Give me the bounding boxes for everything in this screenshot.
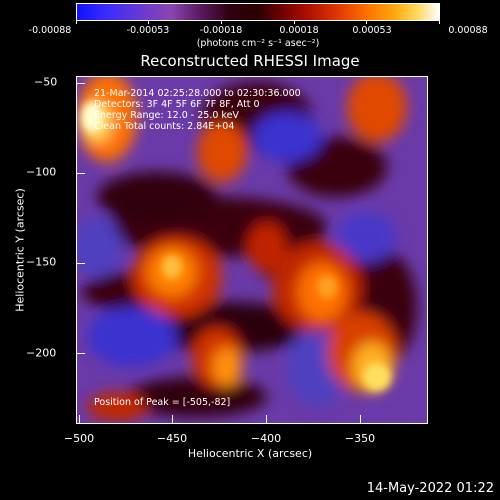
y-tick <box>77 263 85 264</box>
x-tick-label: −400 <box>250 432 282 445</box>
colorbar-tick <box>148 20 149 24</box>
heatmap-image <box>77 77 427 423</box>
info-peak-position: Position of Peak = [-505,-82] <box>94 397 231 408</box>
plot-title: Reconstructed RHESSI Image <box>140 52 360 70</box>
colorbar-tick <box>76 20 77 24</box>
x-tick <box>360 415 361 423</box>
colorbar-tick <box>221 20 222 24</box>
colorbar-tick <box>439 20 440 24</box>
info-time-range: 21-Mar-2014 02:25:28.000 to 02:30:36.000 <box>94 88 301 99</box>
y-tick-label: −200 <box>26 346 57 360</box>
x-tick <box>79 415 80 423</box>
colorbar-units: (photons cm⁻² s⁻¹ asec⁻²) <box>196 38 320 49</box>
y-tick-label: −50 <box>34 75 58 89</box>
colorbar-tick-label: -0.00018 <box>199 25 243 36</box>
colorbar-tick <box>294 20 295 24</box>
colorbar-tick <box>366 20 367 24</box>
colorbar-tick-label: 0.00088 <box>448 25 488 36</box>
colorbar-tick-label: 0.00053 <box>352 25 392 36</box>
heatmap-plot <box>76 76 428 424</box>
x-tick-label: −450 <box>156 432 188 445</box>
x-tick-label: −500 <box>63 432 95 445</box>
y-tick-label: −100 <box>26 165 57 179</box>
info-method: Clean Total counts: 2.84E+04 <box>94 121 235 132</box>
colorbar-tick-label: 0.00018 <box>279 25 319 36</box>
x-axis-title: Heliocentric X (arcsec) <box>187 447 313 460</box>
colorbar-tick-label: -0.00088 <box>28 25 72 36</box>
y-axis-title: Heliocentric Y (arcsec) <box>13 188 27 312</box>
timestamp: 14-May-2022 01:22 <box>366 481 494 496</box>
y-tick <box>77 173 85 174</box>
colorbar <box>76 3 440 21</box>
colorbar-tick-label: -0.00053 <box>126 25 170 36</box>
x-tick <box>172 415 173 423</box>
y-tick <box>77 83 85 84</box>
y-tick-label: −150 <box>26 255 57 269</box>
info-energy: Energy Range: 12.0 - 25.0 keV <box>94 110 239 121</box>
x-tick-label: −350 <box>344 432 376 445</box>
info-detectors: Detectors: 3F 4F 5F 6F 7F 8F, Att 0 <box>94 99 260 110</box>
x-tick <box>266 415 267 423</box>
y-tick <box>77 353 85 354</box>
